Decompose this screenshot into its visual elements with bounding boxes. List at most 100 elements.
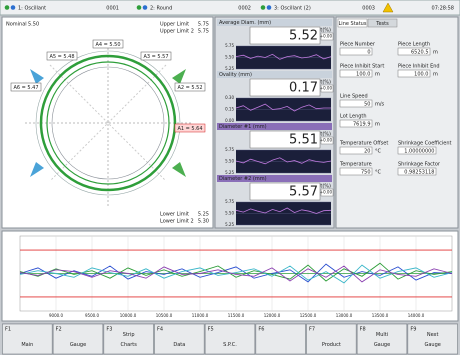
sensor-box bbox=[46, 51, 78, 61]
cross-line bbox=[49, 64, 167, 182]
sensor-label: A5 = 5.48 bbox=[49, 54, 74, 60]
upper-limit-value: 5.75 bbox=[198, 29, 209, 35]
nominal-label: Nominal bbox=[6, 22, 27, 28]
line-name[interactable]: 2: Round bbox=[150, 6, 172, 12]
offset-value: +0.00 bbox=[320, 86, 333, 91]
field-value: 20 bbox=[364, 148, 370, 154]
outer-circle bbox=[35, 50, 181, 196]
field-value: 50 bbox=[364, 101, 370, 107]
lower-limit-label: Lower Limit 2 bbox=[160, 219, 194, 225]
key-label-line[interactable]: Next bbox=[427, 332, 439, 338]
key-label-line[interactable]: Gauge bbox=[70, 342, 86, 348]
x-tick-label: 14000.0 bbox=[408, 313, 425, 318]
function-key[interactable] bbox=[255, 323, 306, 355]
key-code[interactable]: F1 bbox=[5, 327, 11, 333]
key-label-line[interactable]: Data bbox=[173, 342, 185, 348]
function-key[interactable] bbox=[306, 323, 357, 355]
key-label-line[interactable]: Charts bbox=[120, 342, 137, 348]
reading-label: Diameter #1 (mm) bbox=[219, 124, 267, 130]
key-label[interactable]: Strip Charts bbox=[120, 332, 137, 348]
field-box bbox=[339, 119, 373, 128]
key-label[interactable]: Multi Gauge bbox=[374, 332, 390, 348]
sensor-box bbox=[174, 123, 206, 133]
key-label[interactable]: Gauge bbox=[70, 342, 86, 348]
function-key[interactable] bbox=[407, 323, 458, 355]
strip-tick-label: 5.25 bbox=[225, 222, 234, 227]
upper-ring bbox=[39, 54, 177, 192]
key-label-line[interactable]: Gauge bbox=[374, 342, 390, 348]
strip-trace bbox=[235, 207, 332, 214]
field-label: Temperature bbox=[339, 162, 372, 168]
nominal-value: 5.50 bbox=[28, 22, 39, 28]
key-label-line[interactable]: Multi bbox=[376, 332, 388, 338]
key-label[interactable]: S.P.C. bbox=[223, 342, 237, 348]
tab[interactable] bbox=[337, 18, 368, 28]
field-value: 100.0 bbox=[356, 71, 370, 77]
key-label-line[interactable]: Product bbox=[322, 342, 341, 348]
sensor-box bbox=[140, 51, 172, 61]
upper-limit-label: Upper Limit 2 bbox=[160, 29, 194, 35]
sensor-box bbox=[174, 82, 206, 92]
status-dot bbox=[4, 5, 10, 10]
key-label[interactable]: Next Gauge bbox=[424, 332, 440, 348]
cross-line bbox=[49, 64, 167, 182]
key-code[interactable]: F9 bbox=[410, 327, 416, 333]
field-value: 6520.5 bbox=[411, 49, 429, 55]
strip-trace bbox=[235, 103, 331, 112]
key-code[interactable]: F6 bbox=[258, 327, 264, 333]
tab-label[interactable]: Tests bbox=[375, 21, 389, 27]
strip-tick-label: 5.25 bbox=[225, 66, 234, 71]
key-code[interactable]: F3 bbox=[106, 327, 112, 333]
strip-tick-label: 5.50 bbox=[225, 159, 234, 164]
sensor-label: A3 = 5.57 bbox=[143, 54, 168, 60]
field-label: Piece Inhibit Start bbox=[340, 64, 384, 70]
function-key[interactable] bbox=[356, 323, 408, 355]
key-label[interactable]: Main bbox=[21, 342, 33, 348]
key-code[interactable]: F7 bbox=[309, 327, 315, 333]
sensor-box bbox=[10, 82, 42, 92]
function-key[interactable] bbox=[154, 323, 205, 355]
field-value: 750 bbox=[361, 169, 371, 175]
field-value: 0.98253118 bbox=[404, 169, 434, 175]
lower-limit-value: 5.25 bbox=[198, 212, 209, 218]
key-label-line[interactable]: Main bbox=[21, 342, 33, 348]
tab[interactable] bbox=[367, 18, 398, 28]
field-unit: °C bbox=[375, 148, 382, 154]
key-label-line[interactable]: S.P.C. bbox=[223, 342, 237, 348]
key-label[interactable]: Data bbox=[173, 342, 185, 348]
key-code[interactable]: F4 bbox=[157, 327, 163, 333]
sensor-label: A6 = 5.47 bbox=[13, 85, 38, 91]
key-label-line[interactable]: Strip bbox=[123, 332, 135, 338]
key-label[interactable]: Product bbox=[322, 342, 341, 348]
function-key[interactable] bbox=[52, 323, 104, 355]
line-code: 0001 bbox=[106, 6, 119, 12]
field-label: Piece Inhibit End bbox=[398, 64, 440, 70]
line-name[interactable]: 1: Oscillant bbox=[18, 6, 46, 12]
key-code[interactable]: F2 bbox=[56, 327, 62, 333]
key-code[interactable]: F5 bbox=[208, 327, 214, 333]
key-code[interactable]: F8 bbox=[360, 327, 366, 333]
strip-tick-label: 0.30 bbox=[225, 95, 234, 100]
field-box bbox=[339, 99, 373, 108]
clock: 07:28:58 bbox=[432, 6, 454, 12]
field-label: Temperature Offset bbox=[339, 141, 388, 147]
trend-line bbox=[19, 262, 453, 282]
function-key[interactable] bbox=[103, 323, 154, 355]
tab-label[interactable]: Line Status bbox=[339, 21, 367, 27]
field-unit: m bbox=[375, 121, 380, 127]
x-tick-label: 10000.0 bbox=[120, 313, 137, 318]
field-label: Piece Length bbox=[398, 42, 430, 48]
function-key[interactable] bbox=[204, 323, 256, 355]
function-key[interactable] bbox=[2, 323, 53, 355]
x-tick-label: 10500.0 bbox=[156, 313, 173, 318]
sensor-label: A2 = 5.52 bbox=[177, 85, 202, 91]
offset-value: +0.00 bbox=[320, 138, 333, 143]
line-name[interactable]: 3: Oscillant (2) bbox=[274, 6, 311, 12]
x-tick-label: 12000.0 bbox=[264, 313, 281, 318]
field-box bbox=[339, 146, 373, 155]
offset-box bbox=[320, 84, 334, 93]
strip-tick-label: 5.75 bbox=[225, 147, 234, 152]
offset-box bbox=[320, 136, 334, 145]
lower-limit-value: 5.30 bbox=[198, 219, 209, 225]
key-label-line[interactable]: Gauge bbox=[424, 342, 440, 348]
